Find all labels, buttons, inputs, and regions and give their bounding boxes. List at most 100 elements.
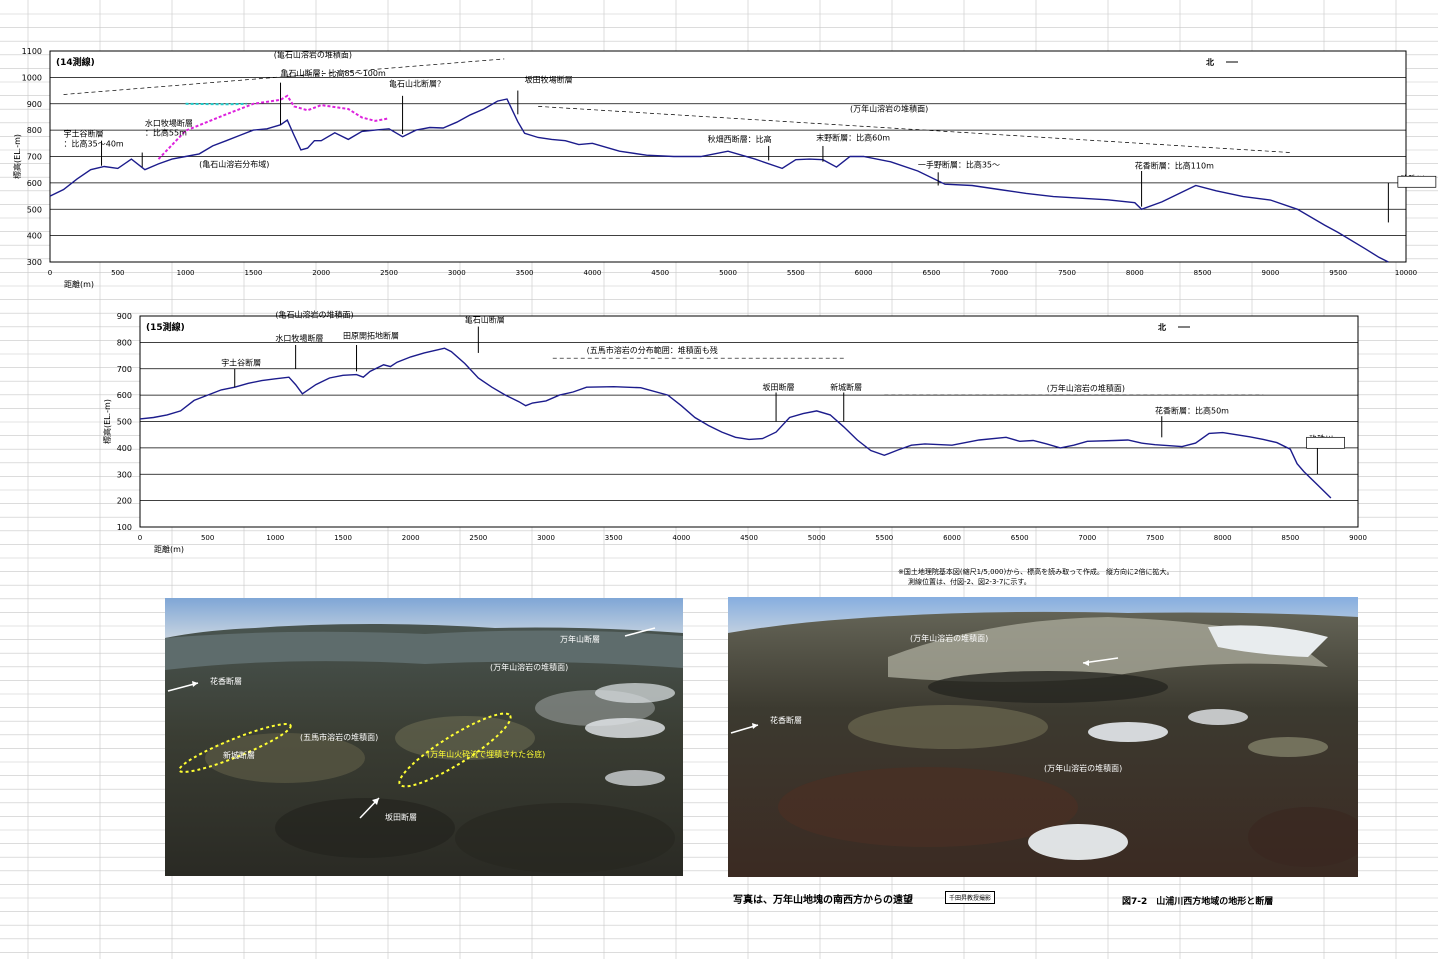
line15-ytick-label: 300 [117, 470, 132, 479]
line15-annotation-5: (五馬市溶岩の分布範囲：堆積面も残 [587, 345, 718, 355]
source-note-line-1: ※国土地理院基本図(縮尺1/5,000)から、標高を読み取って作成。 縦方向に2… [898, 568, 1174, 576]
line15-ytick-label: 800 [117, 338, 132, 347]
line15-xtick-label: 500 [201, 534, 214, 542]
line14-xtick-label: 5500 [787, 269, 805, 277]
line15-xtick-label: 6500 [1011, 534, 1029, 542]
line15-annotation-2: 田原開拓地断層 [343, 330, 399, 340]
line14-xtick-label: 7000 [990, 269, 1008, 277]
line14-xtick-label: 1000 [177, 269, 195, 277]
line15-xtick-label: 2500 [469, 534, 487, 542]
line14-xtick-label: 9500 [1329, 269, 1347, 277]
line15-xtick-label: 9000 [1349, 534, 1367, 542]
photo-right-label-1: 花香断層 [770, 716, 802, 725]
line14-overlay-series-1 [185, 102, 247, 106]
profile-chart-line-14: 300 400 500 600 700 800 900 1000 1100 0 500 1000 150… [12, 47, 1437, 289]
line14-profile-line [49, 98, 1389, 263]
line14-river-box [1397, 175, 1437, 188]
line14-overlay-series-0 [157, 94, 390, 160]
line14-xtick-label: 6500 [922, 269, 940, 277]
line14-ytick-label: 800 [27, 126, 42, 135]
source-note-line-2: 測線位置は、付図-2、図2-3-7に示す。 [908, 578, 1031, 586]
line15-xtick-label: 1000 [266, 534, 284, 542]
line14-xtick-label: 8000 [1126, 269, 1144, 277]
line14-ylabel: 標高(EL.-m) [12, 134, 22, 179]
photo-left-label-4: 新城断層 [223, 751, 255, 760]
line15-xtick-label: 2000 [402, 534, 420, 542]
line14-annotation-9: (万年山溶岩の堆積面) [850, 104, 928, 114]
line15-ytick-label: 600 [117, 391, 132, 400]
line14-annotation-1: 亀石山断層：比高85～100m [281, 68, 386, 78]
line15-ytick-label: 500 [117, 418, 132, 427]
line14-deposit-surface-line [63, 58, 505, 95]
line15-annotation-4: 宇土谷断層 [221, 358, 261, 368]
line15-profile-line [139, 347, 1332, 499]
line15-annotation-8: (万年山溶岩の堆積面) [1047, 383, 1125, 393]
line15-xtick-label: 1500 [334, 534, 352, 542]
line14-annotation-0: (亀石山溶岩の堆積面) [274, 50, 352, 60]
line15-title: (15測線) [146, 321, 185, 333]
line15-ytick-label: 100 [117, 523, 132, 532]
line14-xtick-label: 4000 [583, 269, 601, 277]
line14-xtick-label: 2000 [312, 269, 330, 277]
photo-left-label-6: 坂田断層 [385, 813, 417, 822]
line14-xtick-label: 500 [111, 269, 124, 277]
line14-annotation-13: 花香断層：比高110m [1135, 160, 1214, 170]
aerial-photo-right-image [728, 597, 1358, 877]
line15-xtick-label: 6000 [943, 534, 961, 542]
line14-xtick-label: 6000 [855, 269, 873, 277]
photo-caption: 写真は、万年山地塊の南西方からの遠望 [733, 895, 913, 906]
line14-annotation-4: 宇土谷断層 [64, 129, 104, 139]
line14-xtick-label: 1500 [244, 269, 262, 277]
line14-ytick-label: 600 [27, 179, 42, 188]
line14-ytick-label: 400 [27, 232, 42, 241]
line14-title: (14測線) [56, 56, 95, 68]
line14-ytick-label: 500 [27, 205, 42, 214]
line14-annotation-8: (亀石山溶岩分布域) [199, 159, 269, 169]
line14-annotation-7: ：比高55m [145, 127, 187, 137]
line15-xtick-label: 3000 [537, 534, 555, 542]
line14-annotation-10: 秋畑西断層：比高 [708, 134, 772, 144]
line14-annotation-3: 坂田牧場断層 [525, 75, 573, 85]
photo-left-label-0: 万年山断層 [560, 635, 600, 644]
figure-title: 図7-2 山浦川西方地域の地形と断層 [1122, 897, 1274, 907]
line14-xtick-label: 10000 [1395, 269, 1417, 277]
line15-annotation-3: 亀石山断層 [465, 315, 505, 325]
photo-credit: 千田昇教授撮影 [945, 891, 996, 904]
line15-ytick-label: 900 [117, 312, 132, 321]
photo-left-label-2: 花香断層 [210, 677, 242, 686]
line15-north-label: 北 [1158, 322, 1166, 332]
line15-xlabel: 距離(m) [154, 544, 184, 554]
line14-ytick-label: 900 [27, 100, 42, 109]
line15-xtick-label: 0 [138, 534, 142, 542]
line15-xtick-label: 5500 [875, 534, 893, 542]
line15-xtick-label: 8500 [1281, 534, 1299, 542]
line15-xtick-label: 7000 [1078, 534, 1096, 542]
line14-xtick-label: 4500 [651, 269, 669, 277]
aerial-photo-left-image [165, 598, 683, 876]
line15-xtick-label: 4000 [672, 534, 690, 542]
line14-annotation-11: 末野断層：比高60m [816, 133, 890, 143]
line15-annotation-1: 水口牧場断層 [275, 333, 323, 343]
aerial-photo-right: (万年山溶岩の堆積面) 花香断層 (万年山溶岩の堆積面) [728, 597, 1358, 877]
line15-xtick-label: 4500 [740, 534, 758, 542]
line14-xtick-label: 3500 [516, 269, 534, 277]
line14-xtick-label: 8500 [1194, 269, 1212, 277]
line14-xtick-label: 7500 [1058, 269, 1076, 277]
line14-xtick-label: 3000 [448, 269, 466, 277]
photo-left-label-1: (万年山溶岩の堆積面) [490, 663, 569, 672]
line15-xtick-label: 5000 [808, 534, 826, 542]
line15-annotation-9: 花香断層：比高50m [1155, 406, 1229, 416]
line14-xtick-label: 5000 [719, 269, 737, 277]
photo-right-label-0: (万年山溶岩の堆積面) [910, 634, 989, 643]
line15-xtick-label: 7500 [1146, 534, 1164, 542]
line15-annotation-7: 新城断層 [830, 382, 862, 392]
line15-ytick-label: 400 [117, 444, 132, 453]
line14-annotation-6: 水口牧場断層 [145, 118, 193, 128]
line14-xtick-label: 0 [48, 269, 52, 277]
photo-left-label-5: (万年山火砕流で埋積された谷底) [427, 750, 546, 759]
line14-ytick-label: 1100 [22, 47, 42, 56]
line14-xtick-label: 2500 [380, 269, 398, 277]
line14-xtick-label: 9000 [1261, 269, 1279, 277]
line15-annotation-0: (亀石山溶岩の堆積面) [275, 309, 353, 319]
